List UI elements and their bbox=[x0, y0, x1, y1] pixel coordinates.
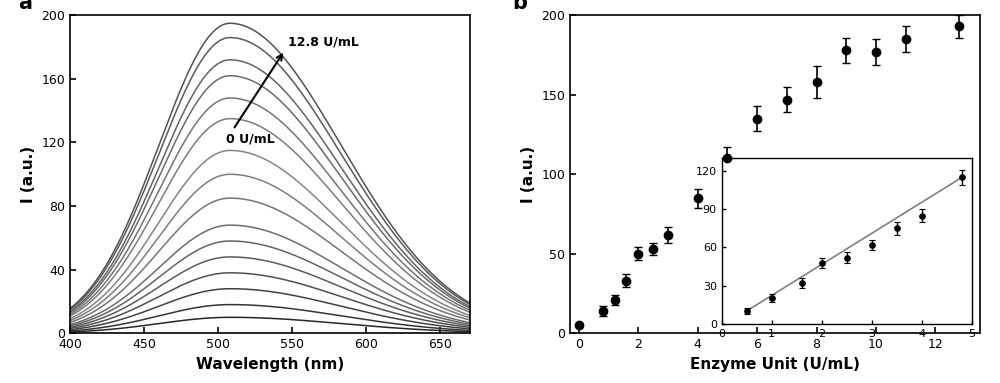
Text: b: b bbox=[513, 0, 528, 13]
Text: a: a bbox=[18, 0, 32, 13]
Text: 12.8 U/mL: 12.8 U/mL bbox=[288, 36, 359, 49]
X-axis label: Wavelength (nm): Wavelength (nm) bbox=[196, 357, 344, 372]
X-axis label: Enzyme Unit (U/mL): Enzyme Unit (U/mL) bbox=[690, 357, 860, 372]
Y-axis label: I (a.u.): I (a.u.) bbox=[521, 146, 536, 203]
Text: 0 U/mL: 0 U/mL bbox=[226, 133, 274, 146]
Y-axis label: I (a.u.): I (a.u.) bbox=[21, 146, 36, 203]
